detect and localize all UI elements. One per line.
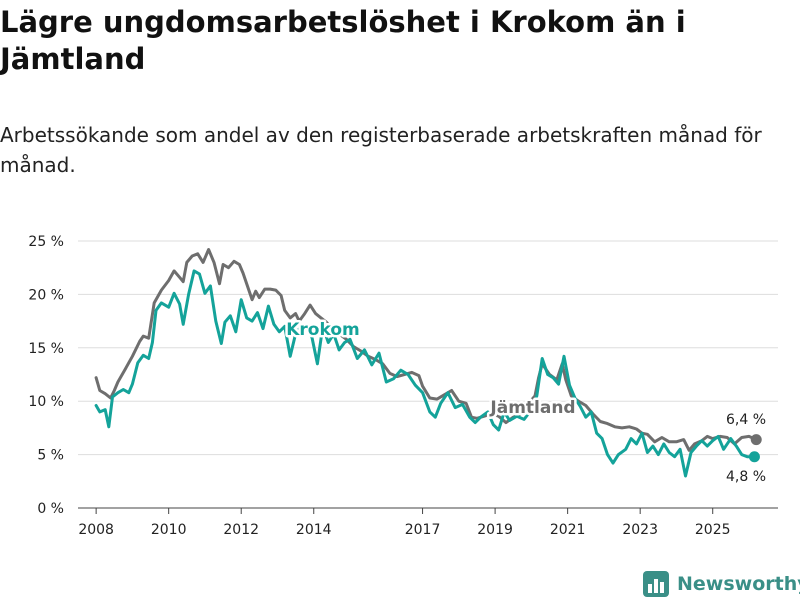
- label-jamtland: Jämtland: [489, 398, 575, 418]
- series-lines: [94, 248, 762, 478]
- y-tick-label: 15 %: [28, 341, 64, 357]
- bar-chart-icon: [643, 571, 669, 597]
- y-axis-ticks: 0 % 5 % 10 % 15 % 20 % 25 %: [28, 234, 64, 517]
- series-line-jamtland: [94, 248, 758, 452]
- grid-lines: [78, 240, 778, 509]
- y-tick-label: 5 %: [37, 448, 64, 464]
- y-tick-label: 20 %: [28, 287, 64, 303]
- x-tick-label: 2014: [296, 522, 332, 538]
- x-tick-label: 2017: [405, 522, 441, 538]
- series-labels: Krokom Jämtland 6,4 % 4,8 %: [284, 318, 766, 486]
- end-point-jamtland: [750, 434, 762, 446]
- chart-title: Lägre ungdomsarbetslöshet i Krokom än i …: [0, 5, 686, 76]
- x-tick-label: 2010: [151, 522, 187, 538]
- y-tick-label: 25 %: [28, 234, 64, 250]
- newsworthy-logo: Newsworthy: [643, 569, 800, 599]
- end-point-krokom: [748, 451, 760, 463]
- series-line-krokom: [94, 269, 756, 478]
- x-tick-label: 2021: [550, 522, 586, 538]
- x-tick-label: 2025: [695, 522, 731, 538]
- chart-subtitle: Arbetssökande som andel av den registerb…: [0, 123, 762, 177]
- x-tick-label: 2019: [477, 522, 513, 538]
- brand-name: Newsworthy: [677, 573, 800, 595]
- x-tick-label: 2012: [223, 522, 259, 538]
- end-value-jamtland: 6,4 %: [726, 412, 766, 428]
- x-axis-ticks: 2008 2010 2012 2014 2017 2019 2021 2023 2025: [78, 508, 731, 538]
- end-value-krokom: 4,8 %: [726, 469, 766, 485]
- y-tick-label: 10 %: [28, 394, 64, 410]
- label-krokom: Krokom: [286, 320, 359, 340]
- x-tick-label: 2008: [78, 522, 114, 538]
- y-tick-label: 0 %: [37, 501, 64, 517]
- x-tick-label: 2023: [622, 522, 658, 538]
